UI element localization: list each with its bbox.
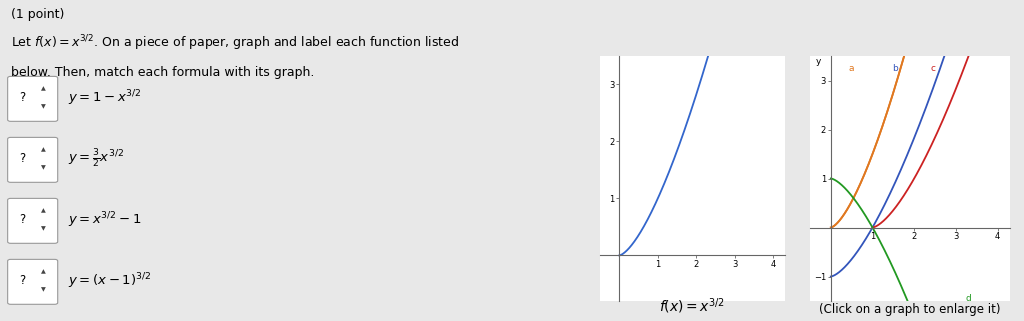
Text: a: a: [849, 64, 854, 73]
Text: below. Then, match each formula with its graph.: below. Then, match each formula with its…: [10, 66, 314, 79]
Text: ?: ?: [19, 274, 26, 287]
Text: c: c: [931, 64, 935, 73]
Text: $y = 1 - x^{3/2}$: $y = 1 - x^{3/2}$: [68, 88, 141, 108]
Text: ▲: ▲: [41, 208, 45, 213]
Text: b: b: [893, 64, 898, 73]
Text: ▼: ▼: [41, 287, 45, 292]
Text: d: d: [966, 294, 971, 303]
Text: ▲: ▲: [41, 147, 45, 152]
FancyBboxPatch shape: [7, 259, 57, 304]
Text: $y = \frac{3}{2}x^{3/2}$: $y = \frac{3}{2}x^{3/2}$: [68, 148, 124, 170]
Text: Let $f(x) = x^{3/2}$. On a piece of paper, graph and label each function listed: Let $f(x) = x^{3/2}$. On a piece of pape…: [10, 34, 459, 53]
Text: (1 point): (1 point): [10, 8, 63, 21]
Text: $y = x^{3/2} - 1$: $y = x^{3/2} - 1$: [68, 210, 141, 230]
FancyBboxPatch shape: [7, 76, 57, 121]
FancyBboxPatch shape: [7, 137, 57, 182]
Text: ▲: ▲: [41, 269, 45, 274]
Text: ▼: ▼: [41, 165, 45, 170]
Text: $f(x) = x^{3/2}$: $f(x) = x^{3/2}$: [659, 296, 726, 316]
Text: ?: ?: [19, 152, 26, 165]
Text: ?: ?: [19, 213, 26, 226]
Text: $y = (x-1)^{3/2}$: $y = (x-1)^{3/2}$: [68, 271, 151, 291]
Text: ▼: ▼: [41, 226, 45, 231]
Text: ?: ?: [19, 91, 26, 104]
Text: y: y: [816, 57, 821, 66]
FancyBboxPatch shape: [7, 198, 57, 243]
Text: ▼: ▼: [41, 104, 45, 109]
Text: (Click on a graph to enlarge it): (Click on a graph to enlarge it): [819, 303, 1000, 316]
Text: ▲: ▲: [41, 86, 45, 91]
